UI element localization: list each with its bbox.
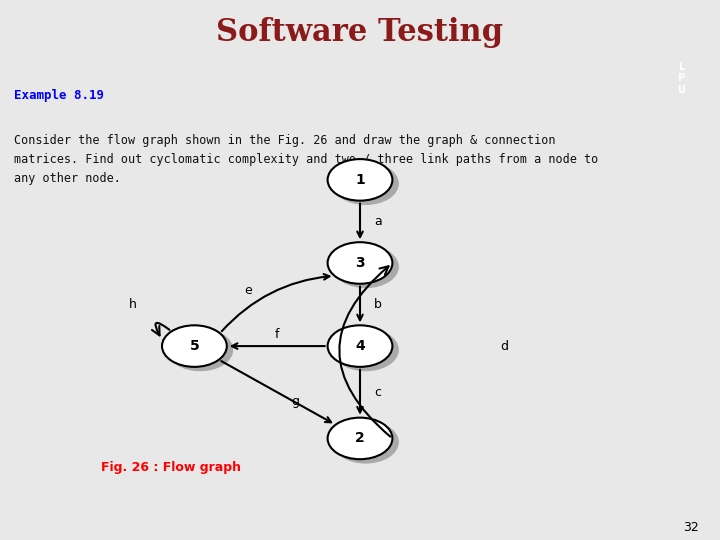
Text: Example 8.19: Example 8.19 xyxy=(14,89,104,102)
Text: 3: 3 xyxy=(355,256,365,270)
Text: L
P
U: L P U xyxy=(678,62,685,95)
Circle shape xyxy=(168,329,233,370)
Text: h: h xyxy=(130,298,137,311)
Text: c: c xyxy=(374,386,382,399)
Circle shape xyxy=(333,421,398,463)
Circle shape xyxy=(333,246,398,287)
Text: 5: 5 xyxy=(189,339,199,353)
Text: g: g xyxy=(291,395,300,408)
Text: b: b xyxy=(374,298,382,311)
Text: Consider the flow graph shown in the Fig. 26 and draw the graph & connection
mat: Consider the flow graph shown in the Fig… xyxy=(14,134,598,185)
Text: f: f xyxy=(275,328,279,341)
Text: Fig. 26 : Flow graph: Fig. 26 : Flow graph xyxy=(101,461,240,474)
Text: 1: 1 xyxy=(355,173,365,187)
FancyArrowPatch shape xyxy=(152,323,169,335)
FancyArrowPatch shape xyxy=(339,266,390,437)
Circle shape xyxy=(328,159,392,201)
Circle shape xyxy=(328,325,392,367)
Circle shape xyxy=(333,163,398,204)
Text: Software Testing: Software Testing xyxy=(217,17,503,48)
Circle shape xyxy=(333,329,398,370)
Text: d: d xyxy=(500,340,508,353)
Text: e: e xyxy=(245,284,252,297)
Circle shape xyxy=(328,242,392,284)
Text: 4: 4 xyxy=(355,339,365,353)
Text: a: a xyxy=(374,215,382,228)
Text: 2: 2 xyxy=(355,431,365,446)
Circle shape xyxy=(162,325,227,367)
Circle shape xyxy=(328,417,392,459)
Text: 32: 32 xyxy=(683,521,698,534)
